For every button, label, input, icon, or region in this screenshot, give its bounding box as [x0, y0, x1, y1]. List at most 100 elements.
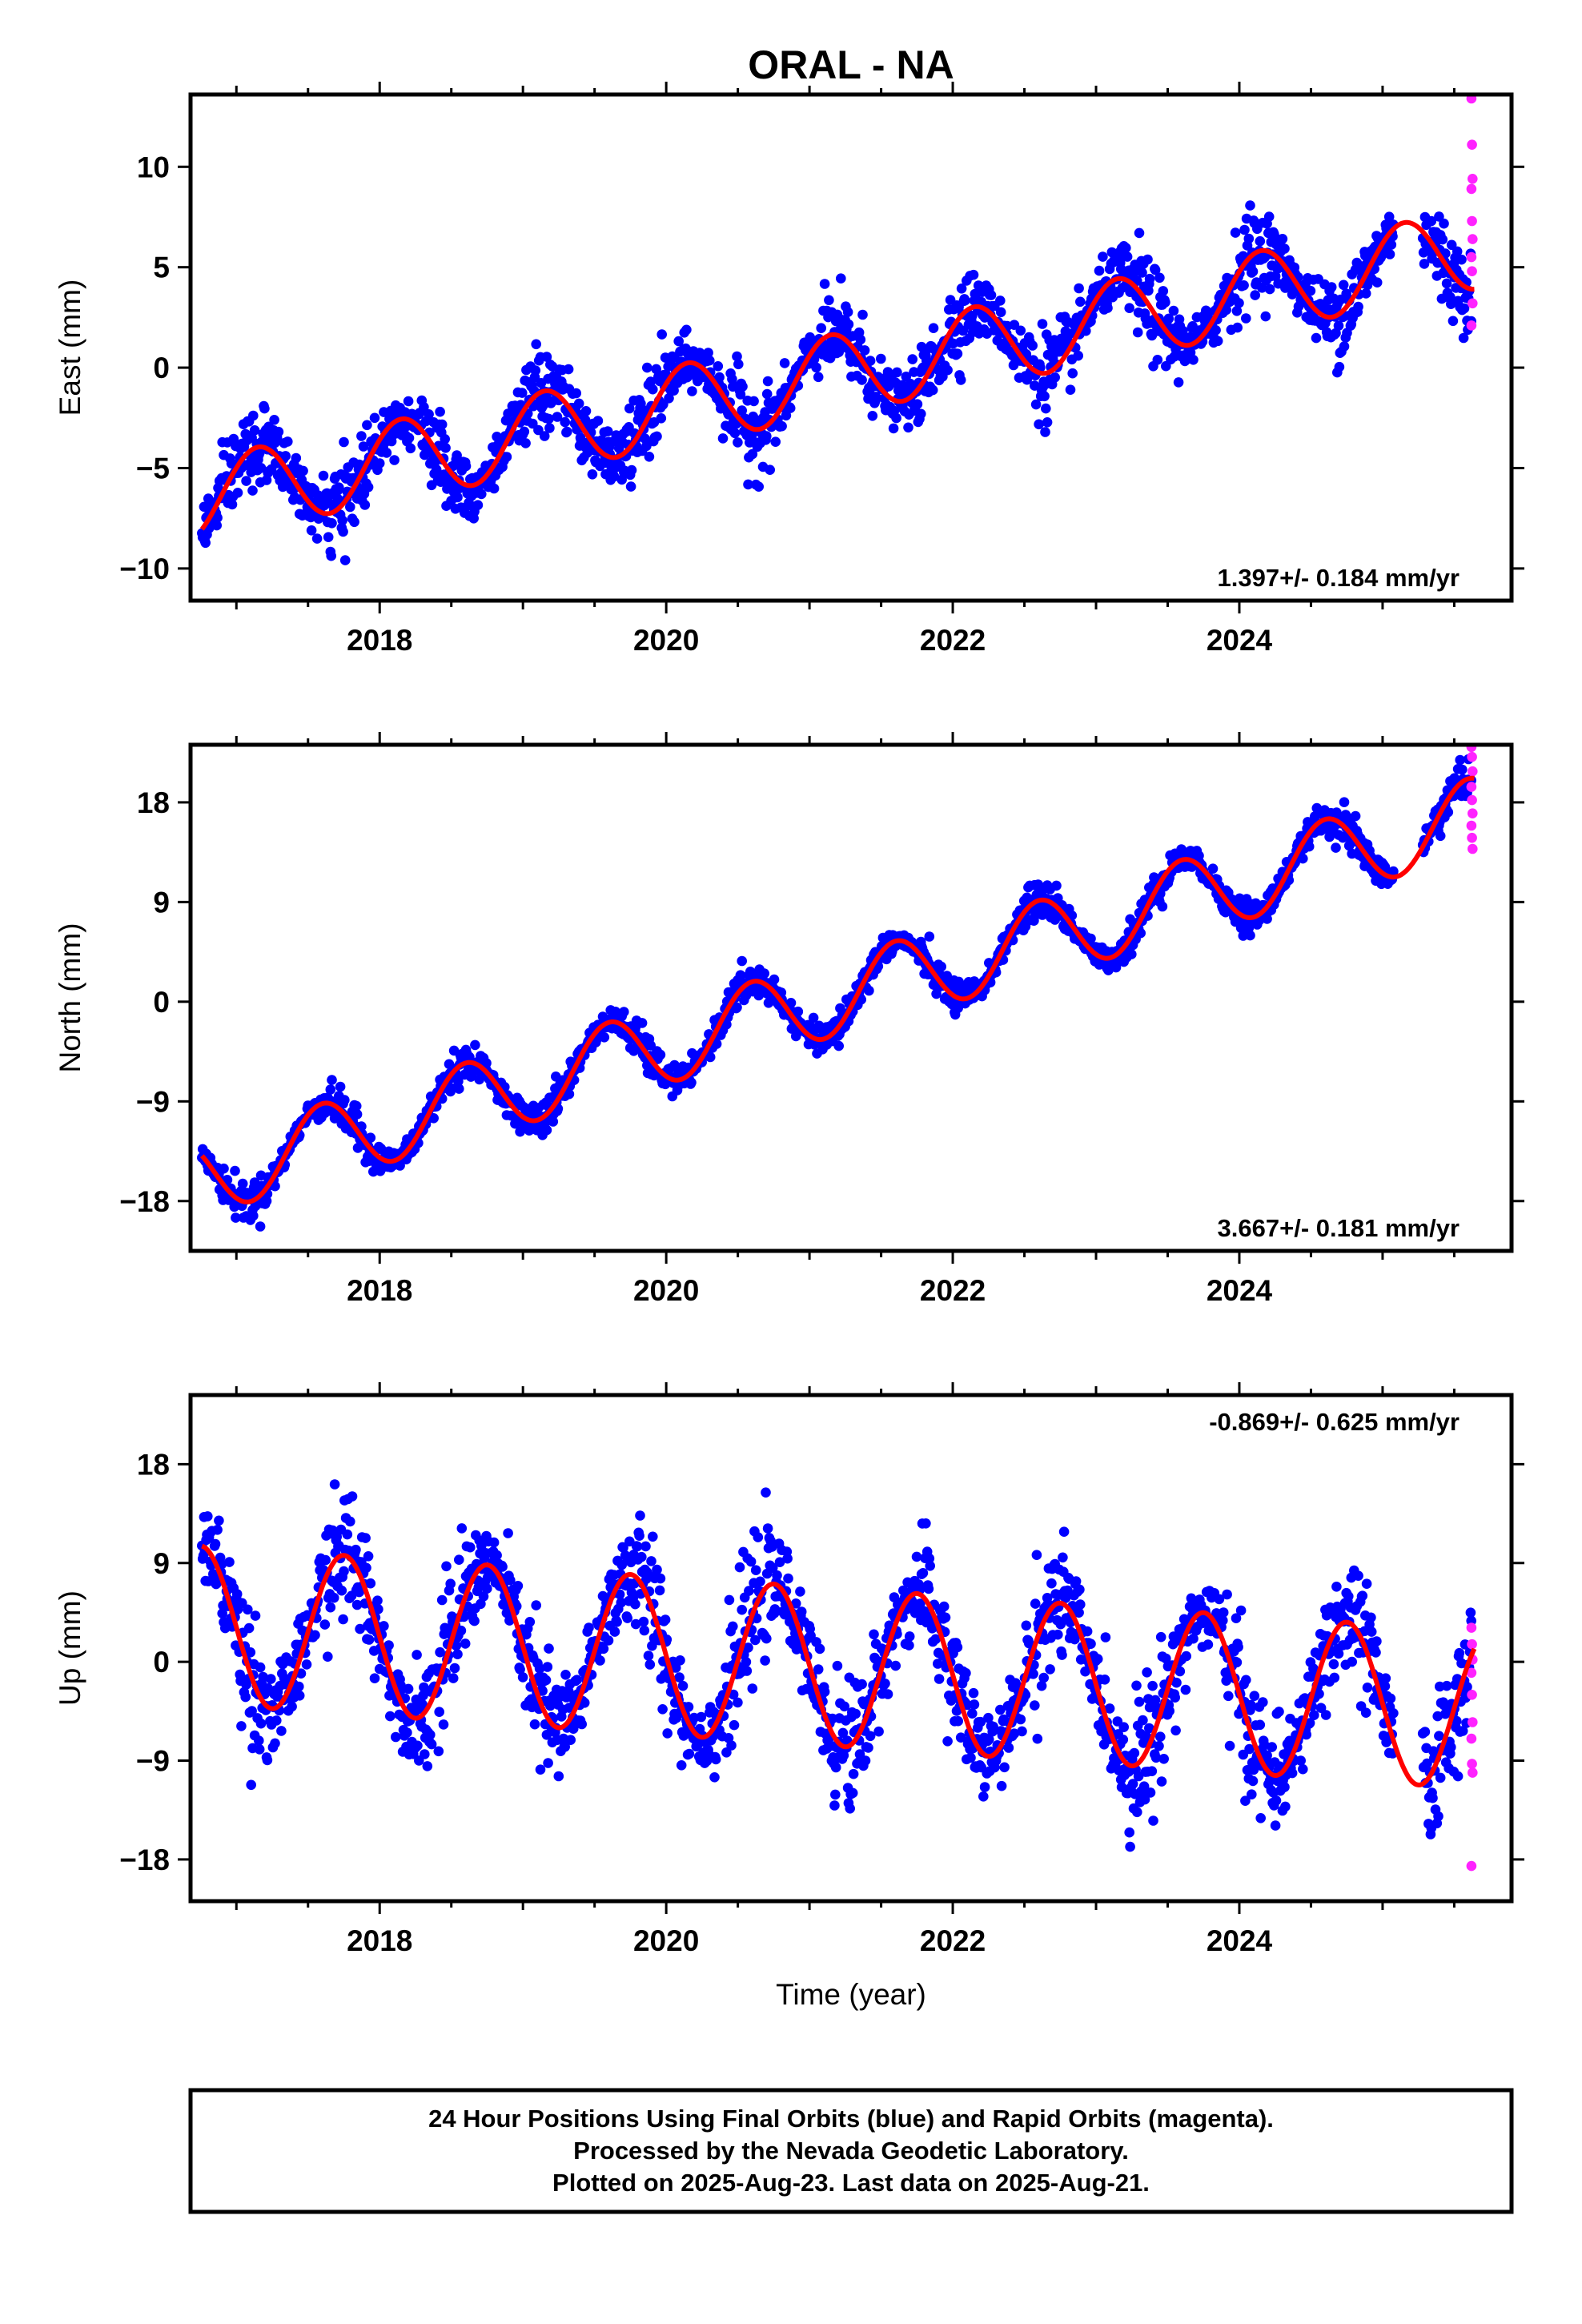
data-point: [454, 1084, 464, 1094]
data-point: [726, 1740, 737, 1751]
data-point: [573, 398, 584, 409]
data-point: [541, 352, 552, 362]
data-point: [762, 376, 773, 387]
data-point: [243, 1622, 255, 1634]
data-point: [1257, 283, 1267, 293]
data-point: [765, 464, 775, 475]
data-point: [1132, 327, 1143, 338]
data-point: [729, 428, 741, 439]
data-point: [579, 1698, 590, 1708]
data-point: [1263, 211, 1275, 222]
data-point: [882, 1689, 893, 1699]
data-point: [1353, 301, 1363, 312]
data-point: [456, 1523, 468, 1534]
data-point: [1333, 320, 1344, 332]
data-point: [1245, 930, 1255, 941]
data-point: [505, 1574, 516, 1586]
data-point: [816, 323, 826, 334]
data-point: [280, 451, 291, 461]
data-point: [1058, 1526, 1070, 1537]
data-point: [865, 1731, 876, 1742]
data-point: [686, 1077, 697, 1088]
data-point: [470, 1039, 480, 1051]
data-point: [609, 1626, 620, 1637]
data-point: [656, 329, 667, 340]
data-point: [1455, 754, 1465, 766]
data-point: [814, 1643, 825, 1655]
data-point: [860, 1755, 871, 1766]
y-tick-label: −18: [119, 1185, 170, 1218]
data-point: [781, 410, 792, 421]
data-point: [710, 1754, 721, 1765]
data-point: [1452, 246, 1463, 257]
data-point: [598, 1643, 609, 1655]
data-point: [761, 1633, 772, 1644]
data-point: [728, 1689, 739, 1700]
data-point: [863, 1743, 873, 1753]
data-point: [358, 441, 369, 452]
data-point: [733, 437, 743, 448]
data-point: [512, 1581, 524, 1591]
data-point: [452, 1649, 463, 1659]
data-point: [651, 364, 661, 375]
data-point: [983, 1712, 994, 1723]
data-point: [999, 1762, 1010, 1773]
data-point: [747, 1683, 758, 1694]
data-point: [733, 359, 744, 370]
data-point: [1102, 303, 1113, 313]
rapid-orbit-points: [1466, 94, 1478, 331]
data-point: [652, 431, 662, 442]
data-point: [1086, 1638, 1096, 1649]
data-point: [808, 1012, 819, 1023]
data-point: [603, 1635, 614, 1646]
data-point: [618, 1542, 628, 1553]
data-point: [619, 1007, 629, 1017]
data-point: [833, 1040, 844, 1051]
data-point: [1437, 234, 1448, 245]
data-point: [363, 482, 374, 493]
data-point: [1092, 1654, 1103, 1664]
data-point: [1057, 1650, 1067, 1660]
data-point: [636, 1018, 648, 1028]
data-point: [640, 1541, 651, 1552]
data-point: [1121, 243, 1131, 253]
data-point: [705, 355, 715, 366]
data-point: [1038, 1672, 1049, 1683]
data-point: [246, 1779, 257, 1791]
x-tick-label: 2020: [633, 624, 699, 657]
data-point: [978, 1791, 989, 1802]
data-point: [1046, 1578, 1057, 1589]
data-point: [1221, 304, 1231, 316]
data-point: [245, 1647, 256, 1658]
data-point: [960, 295, 970, 306]
data-point: [319, 1619, 331, 1630]
data-point: [426, 1739, 437, 1750]
data-point: [1058, 1552, 1068, 1563]
data-point: [419, 402, 429, 412]
y-tick-label: 10: [137, 151, 170, 183]
data-point: [472, 500, 484, 510]
data-point: [452, 492, 463, 503]
data-point: [347, 1491, 358, 1502]
data-point: [1384, 249, 1395, 259]
data-point: [294, 1691, 305, 1701]
data-point: [531, 1600, 541, 1610]
data-point: [750, 1634, 761, 1646]
data-point: [211, 1578, 223, 1589]
data-point: [956, 283, 967, 294]
data-point: [540, 1675, 552, 1686]
data-point: [488, 1537, 500, 1548]
data-point: [436, 419, 448, 430]
data-point: [565, 1735, 576, 1745]
data-point: [743, 1642, 753, 1653]
x-tick-label: 2022: [920, 1274, 986, 1307]
data-point: [254, 448, 265, 458]
data-point: [721, 1747, 732, 1758]
data-point: [454, 1554, 464, 1565]
data-point: [232, 488, 243, 498]
data-point: [676, 1760, 687, 1771]
data-point: [669, 1059, 680, 1071]
y-tick-label: 0: [153, 986, 170, 1019]
data-point: [1435, 830, 1446, 842]
